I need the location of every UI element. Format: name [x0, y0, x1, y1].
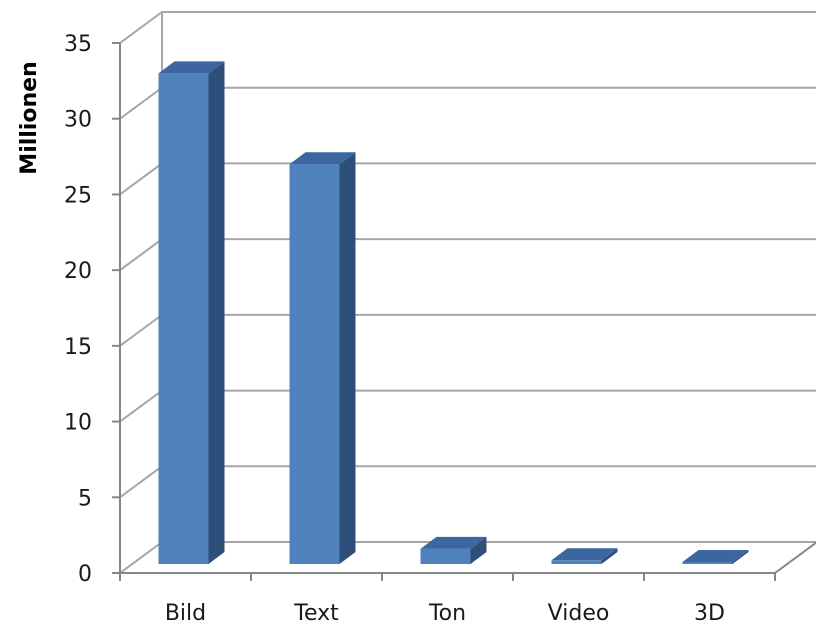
bar-side	[601, 548, 618, 564]
x-tick-label: 3D	[694, 601, 725, 626]
y-tick-label: 0	[78, 562, 92, 587]
y-tick-label: 35	[64, 32, 92, 57]
bar-top	[158, 61, 225, 74]
x-tick-label: Text	[293, 601, 339, 626]
bar-side	[470, 536, 487, 564]
bar	[289, 152, 356, 564]
bar-front	[682, 562, 733, 564]
y-tick-label: 25	[64, 183, 92, 208]
labels: 0 5 10 15 20 25 30 35 Bild Text Ton Video 3D	[64, 32, 725, 626]
y-tick-label: 15	[64, 335, 92, 360]
bar-top	[420, 536, 487, 549]
gridline	[119, 11, 816, 44]
bar-top	[289, 152, 356, 165]
y-tick-label: 10	[64, 411, 92, 436]
bar-front	[289, 164, 340, 564]
bar-side	[208, 61, 225, 564]
bars	[158, 61, 749, 564]
bar	[551, 548, 618, 564]
x-tick-label: Video	[548, 601, 610, 626]
x-tick-label: Ton	[428, 601, 466, 626]
bar-top	[551, 548, 618, 561]
bar	[420, 536, 487, 564]
bar-side	[339, 152, 356, 564]
bar-front	[420, 548, 471, 564]
x-tick-label: Bild	[165, 601, 206, 626]
bar-front	[551, 560, 602, 564]
bar-top	[682, 550, 749, 562]
bar	[682, 550, 749, 564]
y-tick-label: 30	[64, 108, 92, 133]
bar	[158, 61, 225, 564]
floor-right-edge	[774, 541, 816, 574]
y-tick-label: 5	[78, 486, 92, 511]
y-axis-title: Millionen	[17, 61, 42, 174]
bar-side	[732, 550, 749, 564]
y-tick-label: 20	[64, 259, 92, 284]
bar-front	[158, 73, 209, 564]
